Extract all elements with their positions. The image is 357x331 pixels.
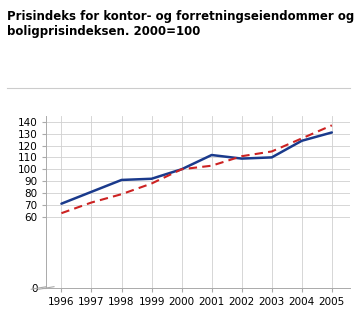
Kontor	[89, 190, 94, 194]
Bolig	[59, 211, 64, 215]
Kontor	[210, 153, 214, 157]
Bolig	[119, 192, 124, 196]
Bolig	[240, 154, 244, 158]
Bolig	[89, 201, 94, 205]
Line: Bolig: Bolig	[61, 125, 332, 213]
Kontor	[240, 157, 244, 161]
Bolig	[180, 167, 184, 171]
Legend: Kontor, Bolig: Kontor, Bolig	[114, 326, 282, 331]
Kontor	[300, 139, 304, 143]
Kontor	[270, 156, 274, 160]
Bolig	[150, 181, 154, 185]
Line: Kontor: Kontor	[61, 132, 332, 204]
Kontor	[59, 202, 64, 206]
Kontor	[330, 130, 334, 134]
Bolig	[330, 123, 334, 127]
Bolig	[270, 150, 274, 154]
Kontor	[180, 167, 184, 171]
Kontor	[119, 178, 124, 182]
Kontor	[150, 177, 154, 181]
Bolig	[300, 136, 304, 140]
Text: Prisindeks for kontor- og forretningseiendommer og
boligprisindeksen. 2000=100: Prisindeks for kontor- og forretningseie…	[7, 10, 355, 38]
Bolig	[210, 164, 214, 168]
